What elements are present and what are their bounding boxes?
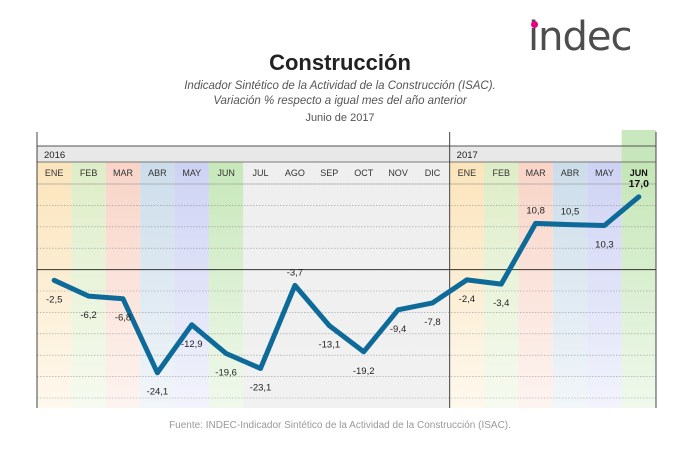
data-label-1: -6,2 bbox=[80, 310, 96, 321]
data-label-16: 10,3 bbox=[595, 240, 614, 251]
month-tick-2: MAR bbox=[113, 168, 134, 178]
data-point-14 bbox=[533, 221, 538, 226]
data-point-6 bbox=[258, 366, 263, 371]
month-tick-17: JUN bbox=[630, 168, 648, 178]
year-label-2017: 2017 bbox=[457, 150, 478, 161]
month-tick-6: JUL bbox=[253, 168, 269, 178]
data-label-12: -2,4 bbox=[459, 294, 475, 305]
data-point-10 bbox=[395, 307, 401, 313]
data-label-8: -13,1 bbox=[318, 340, 340, 351]
data-point-5 bbox=[223, 351, 229, 356]
data-label-4: -12,9 bbox=[181, 339, 203, 350]
source-note: Fuente: INDEC-Indicador Sintético de la … bbox=[169, 420, 511, 431]
month-tick-7: AGO bbox=[285, 168, 305, 178]
data-label-7: -3,7 bbox=[287, 267, 303, 278]
data-point-7 bbox=[292, 283, 298, 288]
data-label-10: -9,4 bbox=[390, 324, 406, 335]
month-tick-12: ENE bbox=[458, 168, 477, 178]
chart-subtitle-line1: Indicador Sintético de la Actividad de l… bbox=[184, 80, 496, 92]
data-point-16 bbox=[602, 223, 607, 228]
data-label-15: 10,5 bbox=[561, 207, 580, 218]
month-band-5 bbox=[208, 162, 244, 408]
data-label-2: -6,8 bbox=[115, 313, 131, 324]
year-label-2016: 2016 bbox=[44, 150, 65, 161]
data-label-13: -3,4 bbox=[493, 298, 509, 309]
logo-accent-dot bbox=[531, 21, 538, 28]
chart-subtitle-line2: Variación % respecto a igual mes del año… bbox=[213, 95, 467, 107]
data-point-9 bbox=[361, 349, 366, 355]
month-band-2 bbox=[105, 162, 141, 408]
chart-title: Construcción bbox=[269, 50, 411, 75]
month-band-17 bbox=[621, 162, 656, 408]
month-tick-13: FEB bbox=[492, 168, 510, 178]
data-point-8 bbox=[327, 323, 332, 328]
month-tick-3: ABR bbox=[148, 168, 167, 178]
series-line bbox=[51, 194, 642, 376]
data-label-14: 10,8 bbox=[526, 205, 545, 216]
data-point-13 bbox=[498, 281, 504, 287]
data-label-3: -24,1 bbox=[147, 387, 169, 398]
data-label-0: -2,5 bbox=[46, 294, 62, 305]
data-label-17: 17,0 bbox=[629, 178, 650, 190]
month-band-4 bbox=[174, 162, 209, 408]
chart-date: Junio de 2017 bbox=[305, 112, 375, 124]
month-band-neutral-6 bbox=[243, 162, 278, 408]
data-point-11 bbox=[430, 300, 435, 306]
month-band-15 bbox=[552, 162, 588, 408]
month-band-1 bbox=[71, 162, 106, 408]
month-tick-10: NOV bbox=[388, 168, 408, 178]
month-band-16 bbox=[587, 162, 622, 408]
data-label-6: -23,1 bbox=[250, 382, 272, 393]
month-band-14 bbox=[518, 162, 553, 408]
data-point-1 bbox=[86, 293, 91, 299]
data-point-2 bbox=[120, 296, 126, 302]
year-header-band bbox=[37, 146, 656, 162]
month-tick-16: MAY bbox=[595, 168, 614, 178]
data-point-4 bbox=[189, 322, 195, 328]
data-label-11: -7,8 bbox=[424, 317, 440, 328]
data-point-3 bbox=[155, 370, 160, 376]
data-point-0 bbox=[51, 278, 57, 283]
data-point-17 bbox=[636, 194, 642, 200]
month-tick-8: SEP bbox=[320, 168, 338, 178]
indec-logo: indec bbox=[528, 14, 632, 60]
month-band-neutral-10 bbox=[380, 162, 416, 408]
month-tick-14: MAR bbox=[526, 168, 547, 178]
month-tick-4: MAY bbox=[182, 168, 201, 178]
month-tick-5: JUN bbox=[217, 168, 235, 178]
month-tick-0: ENE bbox=[45, 168, 64, 178]
data-point-12 bbox=[464, 277, 470, 283]
month-tick-11: DIC bbox=[425, 168, 441, 178]
month-tick-15: ABR bbox=[561, 168, 580, 178]
month-tick-9: OCT bbox=[354, 168, 374, 178]
month-band-neutral-11 bbox=[415, 162, 450, 408]
month-band-neutral-8 bbox=[312, 162, 347, 408]
data-label-5: -19,6 bbox=[215, 367, 237, 378]
month-band-neutral-9 bbox=[346, 162, 381, 408]
data-label-9: -19,2 bbox=[353, 366, 375, 377]
data-point-15 bbox=[567, 222, 573, 227]
month-tick-1: FEB bbox=[80, 168, 98, 178]
